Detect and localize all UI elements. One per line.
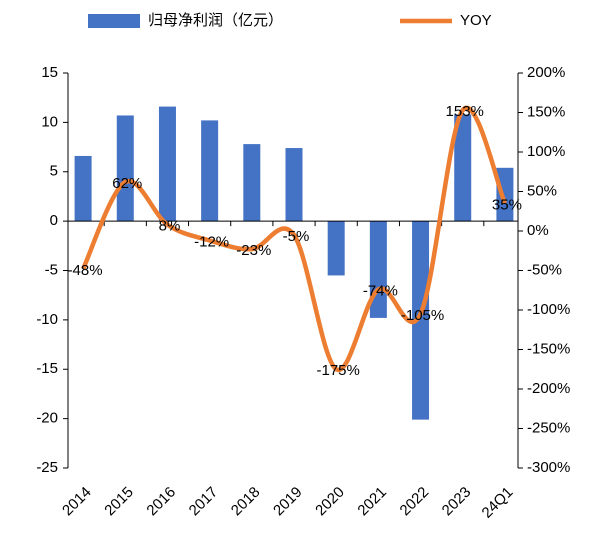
legend-swatch (88, 14, 140, 28)
data-label: -48% (68, 262, 103, 279)
line (81, 105, 507, 372)
x-tick-label: 2019 (270, 484, 306, 520)
y2-tick-label: -50% (527, 261, 562, 278)
bar (454, 114, 472, 222)
x-tick-label: 2017 (186, 484, 222, 520)
bar (116, 115, 134, 222)
data-label: 62% (112, 175, 142, 192)
y-tick-label: -10 (36, 311, 58, 328)
data-label: -5% (283, 228, 310, 245)
bar (201, 120, 219, 222)
legend-label: 归母净利润（亿元） (148, 12, 283, 29)
y2-tick-label: 100% (527, 143, 565, 160)
x-tick-label: 2022 (397, 484, 433, 520)
y2-tick-label: -250% (527, 419, 570, 436)
data-label: 8% (159, 218, 181, 235)
bar (412, 221, 430, 420)
x-tick-label: 2015 (101, 484, 137, 520)
y-tick-label: 0 (50, 212, 58, 229)
x-tick-label: 2021 (354, 484, 390, 520)
y-tick-label: 10 (41, 113, 58, 130)
data-label: -74% (363, 282, 398, 299)
data-label: 153% (446, 103, 484, 120)
y-tick-label: -5 (45, 261, 58, 278)
legend-label: YOY (460, 12, 492, 29)
bar (243, 144, 261, 222)
y2-tick-label: 50% (527, 182, 557, 199)
y-tick-label: 15 (41, 64, 58, 81)
y-tick-label: -20 (36, 410, 58, 427)
y-tick-label: -25 (36, 459, 58, 476)
bar (285, 148, 303, 222)
x-tick-label: 24Q1 (479, 484, 517, 522)
y2-tick-label: 0% (527, 222, 549, 239)
data-label: -12% (194, 233, 229, 250)
data-label: -175% (317, 362, 360, 379)
bar (496, 167, 514, 222)
y2-tick-label: 200% (527, 64, 565, 81)
bar (158, 106, 176, 222)
bar (74, 155, 92, 222)
y2-tick-label: -150% (527, 340, 570, 357)
data-label: -23% (236, 242, 271, 259)
x-tick-label: 2014 (59, 484, 95, 520)
bar (327, 221, 345, 276)
data-label: 35% (492, 196, 522, 213)
y2-tick-label: -200% (527, 380, 570, 397)
x-tick-label: 2023 (439, 484, 475, 520)
x-tick-label: 2016 (143, 484, 179, 520)
y2-tick-label: -300% (527, 459, 570, 476)
x-tick-label: 2018 (228, 484, 264, 520)
bar (369, 221, 387, 318)
data-label: -105% (401, 307, 444, 324)
y2-tick-label: -100% (527, 301, 570, 318)
y-tick-label: -15 (36, 360, 58, 377)
x-tick-label: 2020 (312, 484, 348, 520)
y-tick-label: 5 (50, 163, 58, 180)
y2-tick-label: 150% (527, 103, 565, 120)
